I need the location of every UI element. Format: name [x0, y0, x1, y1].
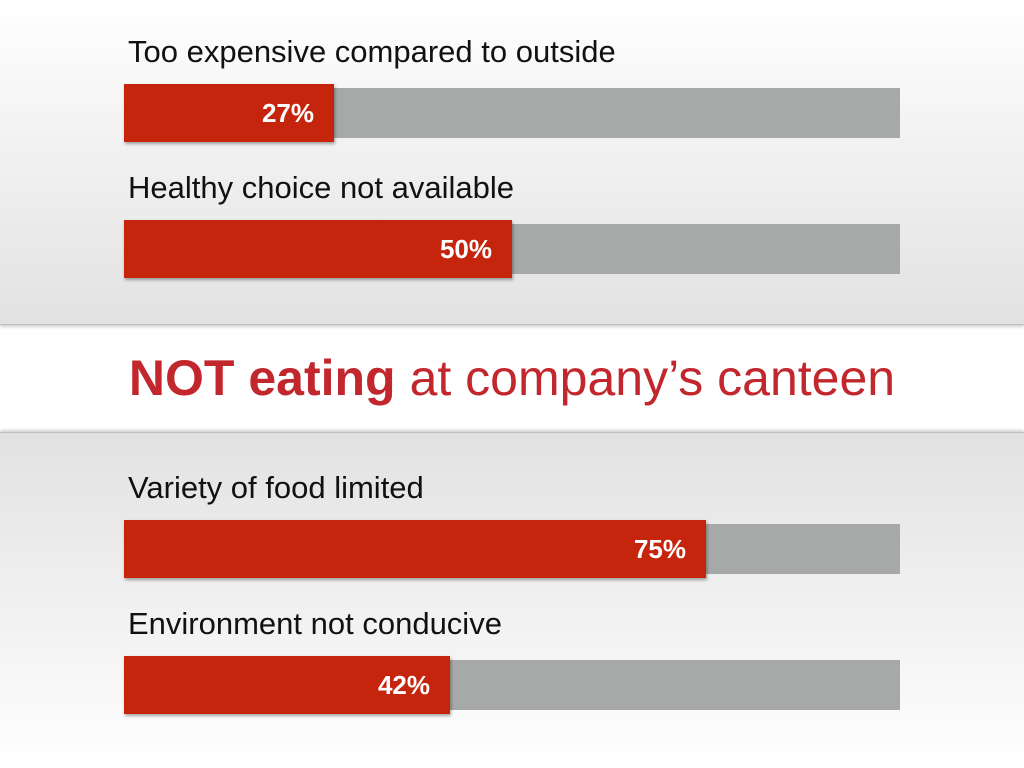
- bar-category-label: Environment not conducive: [128, 606, 502, 641]
- bar-category-label: Too expensive compared to outside: [128, 34, 616, 69]
- headline-strong: NOT eating: [128, 350, 396, 406]
- bar-fill: 75%: [124, 520, 706, 578]
- bar-fill: 50%: [124, 220, 512, 278]
- bar-fill: 42%: [124, 656, 450, 714]
- headline-rest: at company’s canteen: [409, 350, 896, 406]
- headline: NOT eating at company’s canteen: [0, 324, 1024, 432]
- bar-value-label: 50%: [439, 234, 492, 264]
- bar-item: Healthy choice not available 50%: [0, 170, 1024, 280]
- bar-value-label: 27%: [261, 98, 314, 128]
- bar-item: Environment not conducive 42%: [0, 606, 1024, 716]
- bar-fill: 27%: [124, 84, 334, 142]
- bar-item: Variety of food limited 75%: [0, 470, 1024, 580]
- bar-category-label: Variety of food limited: [128, 470, 424, 505]
- bar-value-label: 75%: [633, 534, 686, 564]
- bar-item: Too expensive compared to outside 27%: [0, 34, 1024, 144]
- bar-value-label: 42%: [377, 670, 430, 700]
- bar-category-label: Healthy choice not available: [128, 170, 515, 205]
